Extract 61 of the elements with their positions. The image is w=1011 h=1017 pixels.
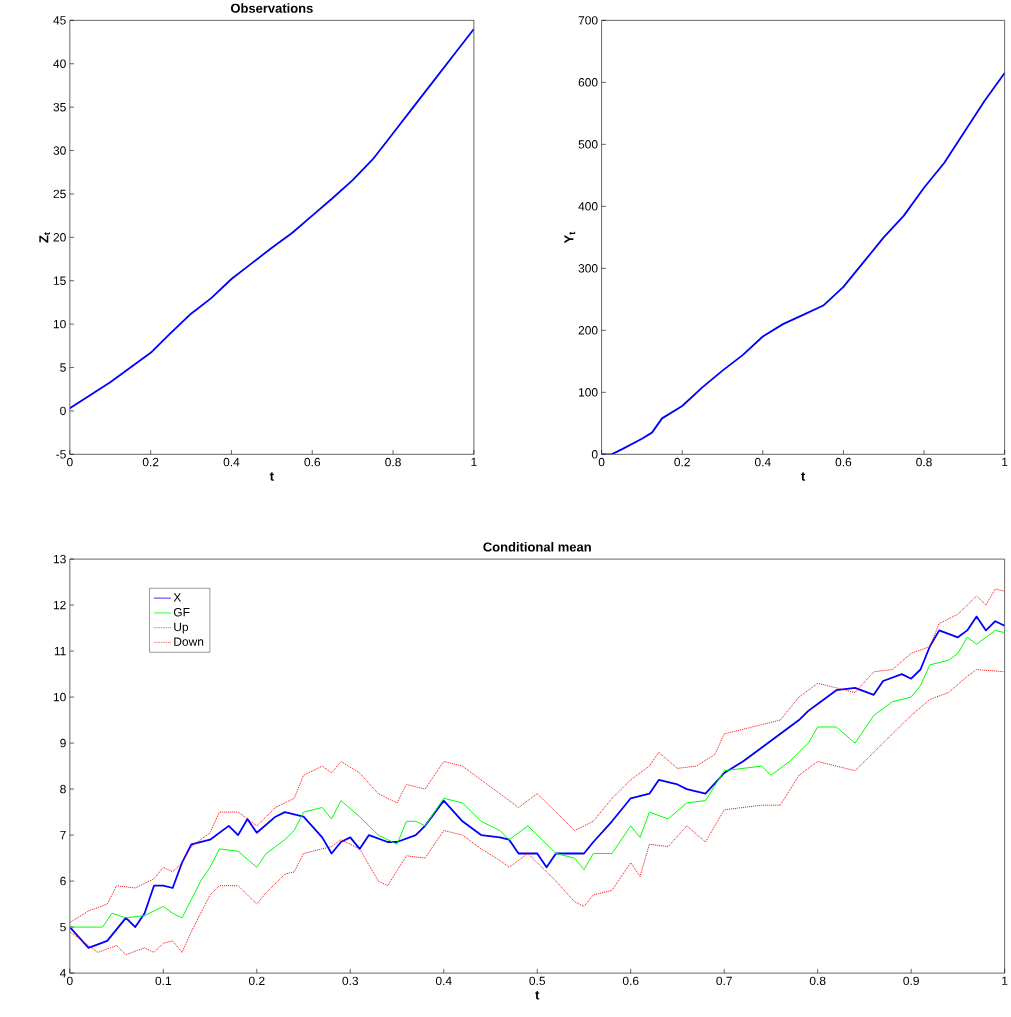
y-tick-label: 9	[60, 738, 66, 748]
x-tick-label: 0.3	[342, 976, 358, 986]
y-tick-label: 15	[53, 276, 66, 285]
y-tick-label: 6	[60, 876, 66, 886]
y-tick-label: 7	[60, 830, 66, 840]
legend-label: GF	[173, 607, 190, 617]
x-tick-label: 0.4	[435, 976, 452, 986]
y-tick-label: 13	[53, 554, 66, 564]
y-tick-label: 600	[578, 78, 598, 87]
y-tick-label: 30	[53, 146, 66, 155]
y-tick-label: 5	[60, 922, 66, 932]
x-tick-label: 0	[598, 457, 605, 467]
x-tick-label: 0.8	[809, 976, 826, 986]
y-tick-label: 4	[59, 968, 66, 978]
x-tick-label: 0.5	[529, 976, 545, 986]
x-tick-label: 0.6	[304, 457, 320, 467]
x-tick-label: 0.9	[903, 976, 919, 986]
y-tick-label: 35	[53, 102, 66, 112]
legend-label: Up	[174, 622, 188, 634]
y-tick-label: 8	[60, 784, 66, 794]
y-tick-label: 25	[53, 189, 66, 199]
y-tick-label: 0	[591, 450, 598, 459]
x-tick-label: 1	[1002, 976, 1008, 985]
y-axis-title: Z$_{t}$	[39, 232, 51, 243]
y-tick-label: 100	[578, 388, 598, 397]
x-tick-label: 0.7	[716, 976, 732, 986]
y-tick-label: 400	[578, 202, 598, 211]
x-tick-label: 0.6	[835, 457, 852, 467]
x-tick-label: 0.1	[155, 976, 171, 986]
y-tick-label: 12	[53, 600, 66, 610]
y-tick-label: 11	[54, 646, 66, 656]
x-tick-label: 0.4	[223, 457, 240, 467]
y-tick-label: 300	[578, 264, 598, 273]
x-tick-label: 0.8	[916, 457, 932, 467]
y-tick-label: 500	[578, 140, 598, 149]
y-tick-label: -5	[56, 450, 66, 459]
x-tick-label: 1	[471, 457, 477, 467]
x-axis-title: t	[535, 990, 540, 1000]
x-tick-label: 0.2	[674, 457, 690, 467]
y-tick-label: 700	[578, 16, 598, 25]
x-tick-label: 0.2	[142, 457, 159, 467]
y-axis-title: Y$_{t}$	[564, 231, 576, 244]
x-tick-label: 0.2	[248, 976, 265, 986]
y-tick-label: 45	[53, 16, 66, 25]
x-tick-label: 0.8	[385, 457, 401, 467]
x-axis-title: t	[800, 472, 805, 481]
y-tick-label: 10	[53, 692, 66, 702]
y-tick-label: 20	[53, 233, 66, 242]
x-axis-title: t	[269, 472, 274, 481]
y-tick-label: 0	[60, 406, 66, 416]
legend-label: X	[173, 593, 181, 602]
chart-title: Observations	[230, 3, 313, 13]
x-tick-label: 0.6	[622, 976, 639, 986]
y-tick-label: 5	[60, 363, 66, 372]
y-tick-label: 10	[53, 319, 66, 329]
x-tick-label: 1	[1002, 457, 1008, 467]
y-tick-label: 200	[578, 326, 598, 335]
x-tick-label: 0.4	[754, 457, 771, 467]
y-tick-label: 40	[53, 59, 66, 68]
legend-label: Down	[174, 637, 204, 646]
chart-title: Conditional mean	[483, 542, 591, 552]
